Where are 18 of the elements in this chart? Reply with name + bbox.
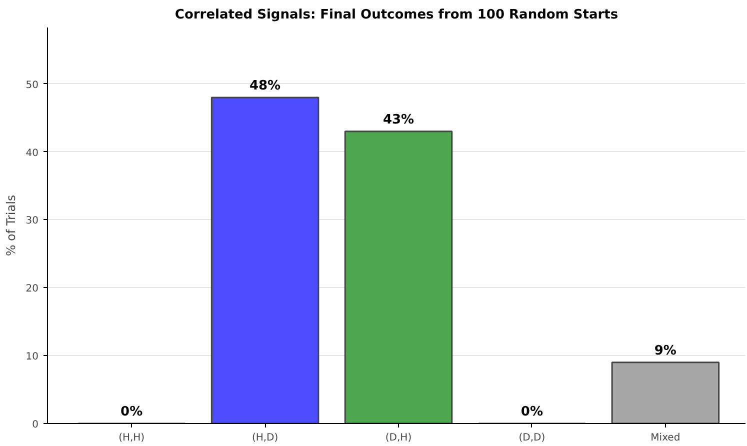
y-tick-label: 20 (26, 284, 39, 295)
data-label: 48% (249, 78, 281, 94)
x-tick-label: (D,D) (518, 432, 546, 444)
y-tick-label: 0 (32, 420, 39, 430)
data-label: 9% (654, 343, 676, 358)
x-tick-label: (H,H) (118, 432, 145, 444)
x-tick-label: (D,H) (385, 432, 412, 444)
y-axis-title: % of Trials (4, 194, 18, 256)
data-label: 0% (520, 404, 544, 420)
y-tick-label: 10 (26, 352, 39, 363)
x-tick-label: (H,D) (252, 432, 278, 444)
chart-title: Correlated Signals: Final Outcomes from 100 Random Starts (174, 8, 618, 22)
y-tick-label: 50 (26, 80, 39, 91)
x-tick-label: Mixed (650, 432, 680, 444)
data-label: 0% (120, 404, 143, 420)
y-tick-label: 30 (26, 216, 39, 227)
y-tick-label: 40 (26, 148, 39, 159)
data-label: 43% (382, 112, 414, 128)
